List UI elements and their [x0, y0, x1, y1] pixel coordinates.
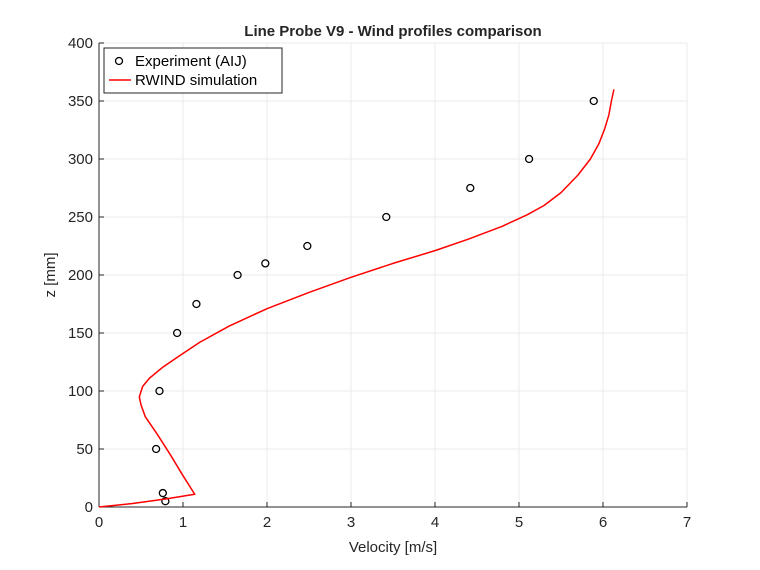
y-tick-label: 350	[68, 93, 93, 110]
experiment-point	[155, 386, 164, 396]
legend-label-simulation: RWIND simulation	[135, 72, 257, 89]
axes: 0 1 2 3 4 5 6 7 0 50 100 150 200 250 300 350 400	[68, 35, 691, 531]
x-tick-label: 7	[683, 514, 691, 531]
y-axis-label: z [mm]	[42, 253, 59, 298]
y-tick-label: 300	[68, 151, 93, 168]
chart-title: Line Probe V9 - Wind profiles comparison	[244, 23, 541, 40]
experiment-point	[466, 183, 475, 193]
y-tick-label: 400	[68, 35, 93, 52]
x-tick-label: 0	[95, 514, 103, 531]
y-tick-label: 0	[85, 499, 93, 516]
experiment-point	[151, 444, 161, 454]
experiment-point	[261, 259, 270, 268]
experiment-point	[158, 488, 167, 498]
y-tick-label: 150	[68, 325, 93, 342]
legend-label-experiment: Experiment (AIJ)	[135, 53, 247, 70]
plot-area	[98, 89, 615, 508]
x-tick-label: 6	[599, 514, 607, 531]
experiment-point	[589, 96, 598, 106]
x-tick-label: 2	[263, 514, 271, 531]
experiment-point	[172, 328, 182, 338]
x-tick-label: 5	[515, 514, 523, 531]
x-axis-label: Velocity [m/s]	[349, 539, 437, 556]
experiment-point	[161, 497, 170, 506]
experiment-point	[303, 241, 312, 251]
legend-box	[103, 47, 283, 94]
y-tick-label: 250	[68, 209, 93, 226]
experiment-point	[233, 270, 242, 280]
experiment-point	[524, 154, 534, 164]
legend: Experiment (AIJ) RWIND simulation	[103, 47, 283, 94]
experiment-point	[192, 299, 201, 309]
simulation-line	[98, 89, 615, 508]
y-tick-label: 100	[68, 383, 93, 400]
y-tick-label: 200	[68, 267, 93, 284]
x-tick-label: 1	[179, 514, 187, 531]
x-tick-label: 3	[347, 514, 355, 531]
legend-marker-experiment	[114, 56, 124, 66]
x-tick-label: 4	[431, 514, 439, 531]
y-tick-label: 50	[76, 441, 93, 458]
experiment-point	[382, 212, 391, 222]
